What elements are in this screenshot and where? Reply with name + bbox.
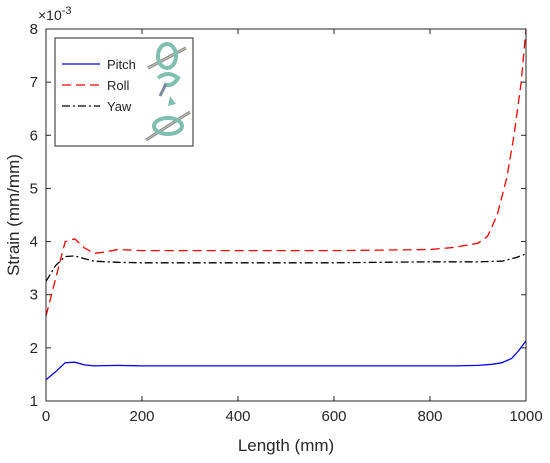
x-tick-label: 200 [129, 408, 154, 425]
y-exponent-label: ×10-3 [38, 5, 72, 23]
y-tick-label: 1 [30, 393, 38, 410]
x-tick-label: 0 [42, 408, 50, 425]
yaw-rotation-icon [152, 116, 184, 136]
rod-top-core [147, 47, 187, 69]
series-layer [45, 28, 527, 381]
roll-rotation-icon [156, 72, 181, 88]
y-tick-label: 2 [30, 340, 38, 357]
x-tick-label: 1000 [509, 408, 542, 425]
x-tick-label: 600 [321, 408, 346, 425]
series-line-yaw [45, 253, 527, 282]
legend-label-roll: Roll [107, 78, 130, 93]
rotation-illustration [145, 42, 191, 142]
x-axis-title: Length (mm) [238, 436, 334, 455]
ticks-layer: 0 200 400 600 800 1000 1 2 3 4 5 6 7 8 [30, 21, 543, 425]
legend-label-yaw: Yaw [107, 99, 132, 114]
legend: Pitch Roll Yaw [54, 37, 194, 147]
pitch-rotation-icon [156, 42, 178, 70]
legend-label-pitch: Pitch [107, 57, 136, 72]
transition-arrow-icon [168, 96, 176, 106]
x-tick-label: 400 [225, 408, 250, 425]
y-tick-label: 8 [30, 21, 38, 38]
y-tick-label: 7 [30, 74, 38, 91]
y-tick-label: 6 [30, 127, 38, 144]
y-tick-label: 3 [30, 287, 38, 304]
y-axis-title: Strain (mm/mm) [4, 154, 23, 276]
rod-bottom-core [145, 111, 191, 141]
x-tick-label: 800 [417, 408, 442, 425]
legend-entries: Pitch Roll Yaw [62, 57, 136, 114]
series-line-pitch [45, 340, 527, 381]
plot-frame [45, 28, 527, 402]
rod-middle [158, 83, 168, 97]
y-tick-label: 5 [30, 180, 38, 197]
y-tick-label: 4 [30, 234, 38, 251]
